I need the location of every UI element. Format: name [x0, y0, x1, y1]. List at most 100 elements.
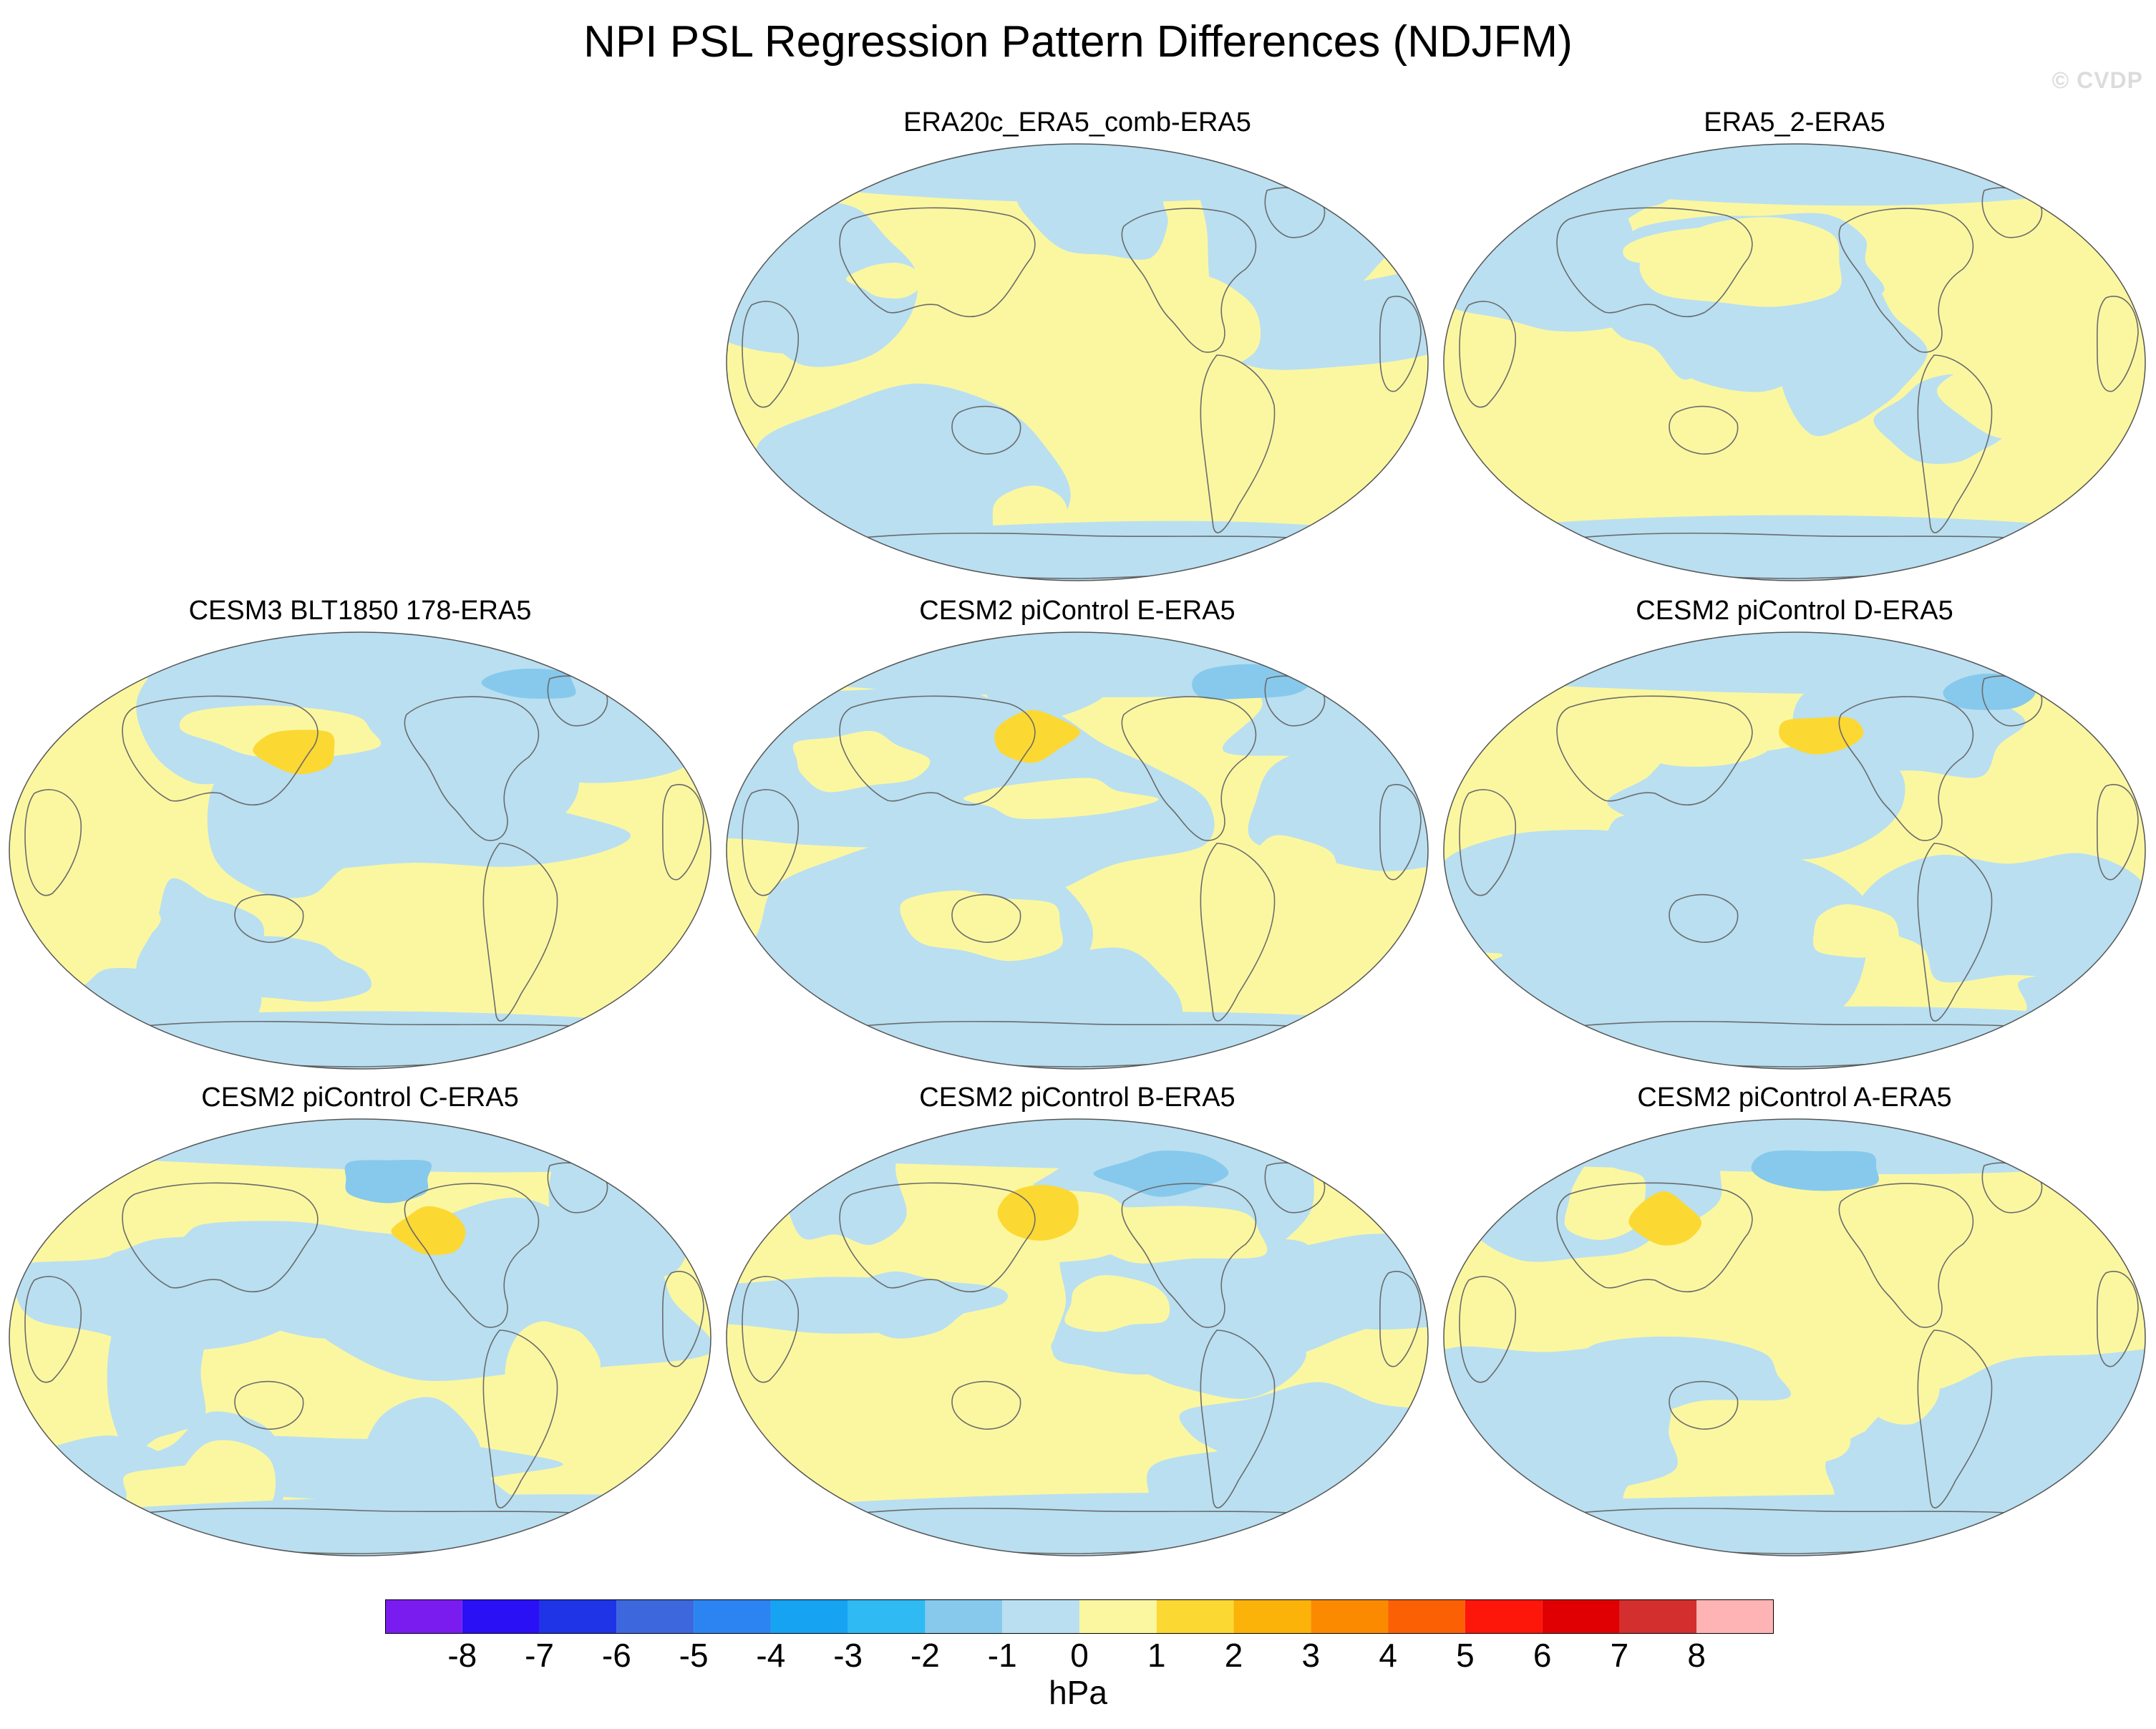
colorbar-box — [770, 1599, 848, 1634]
colorbar-tick-label: 1 — [1147, 1637, 1166, 1674]
colorbar-tick-labels: -8 -7 -6 -5 -4 -3 -2 -1 0 1 2 3 4 5 6 7 8 — [385, 1635, 1774, 1678]
positive-anomaly-region — [39, 722, 127, 842]
colorbar-box — [694, 1599, 771, 1634]
colorbar — [385, 1599, 1774, 1634]
colorbar-box — [462, 1599, 540, 1634]
panel-title: CESM2 piControl D-ERA5 — [1636, 596, 1953, 626]
positive-anomaly-region — [1761, 1188, 1881, 1296]
coastline — [1669, 893, 1739, 943]
coastline — [1459, 789, 1516, 896]
colorbar-tick-label: 2 — [1224, 1637, 1243, 1674]
colorbar-tick-label: -6 — [601, 1637, 631, 1674]
colorbar-tick-label: -2 — [910, 1637, 940, 1674]
negative-anomaly-region — [781, 1119, 907, 1245]
map-panel-cesm2-picontrol-a: CESM2 piControl A-ERA5 — [1440, 1081, 2149, 1564]
map-panel-cesm3-blt1850: CESM3 BLT1850 178-ERA5 — [6, 594, 714, 1077]
positive-anomaly-region — [1937, 342, 2145, 439]
map-svg — [9, 1118, 712, 1556]
map-panel-cesm2-picontrol-c: CESM2 piControl C-ERA5 — [6, 1081, 714, 1564]
colorbar-tick-label: -5 — [679, 1637, 709, 1674]
antarctic-anomaly-band — [9, 1011, 711, 1069]
strong-negative-anomaly — [481, 668, 576, 699]
colorbar-box — [1542, 1599, 1620, 1634]
coastline — [2096, 296, 2139, 392]
map-panel-cesm2-picontrol-e: CESM2 piControl E-ERA5 — [723, 594, 1432, 1077]
negative-anomaly-region — [1210, 270, 1428, 370]
colorbar-tick-label: -1 — [987, 1637, 1017, 1674]
map-svg — [1443, 631, 2146, 1070]
colorbar-box — [1465, 1599, 1543, 1634]
coastline — [1669, 1380, 1739, 1430]
map-panel-cesm2-picontrol-d: CESM2 piControl D-ERA5 — [1440, 594, 2149, 1077]
coastline — [1556, 695, 1753, 806]
map-border — [1443, 143, 2146, 581]
coastline — [404, 1183, 540, 1328]
map-border — [726, 143, 1429, 581]
positive-anomaly-region — [1064, 1274, 1170, 1332]
strong-positive-anomaly — [1779, 717, 1864, 755]
positive-anomaly-region — [1067, 275, 1261, 374]
negative-anomaly-region — [1248, 727, 1428, 871]
colorbar-box — [1233, 1599, 1311, 1634]
coastline — [1200, 354, 1276, 533]
coastline — [839, 695, 1036, 806]
page-title: NPI PSL Regression Pattern Differences (… — [583, 17, 1573, 67]
positive-anomaly-region — [900, 890, 1063, 962]
positive-anomaly-region — [792, 730, 931, 793]
positive-anomaly-region — [858, 1417, 1010, 1454]
panel-title: CESM3 BLT1850 178-ERA5 — [188, 596, 532, 626]
coastline — [1379, 784, 1422, 881]
colorbar-tick-label: 6 — [1533, 1637, 1552, 1674]
strong-positive-anomaly — [994, 709, 1080, 763]
map-svg — [726, 631, 1429, 1070]
colorbar-box — [848, 1599, 926, 1634]
negative-anomaly-region — [9, 1236, 326, 1352]
credit-watermark: © CVDP — [2051, 67, 2143, 93]
coastline — [742, 1276, 799, 1383]
strong-negative-anomaly — [1192, 664, 1310, 699]
coastline — [234, 893, 304, 943]
coastline — [742, 301, 799, 408]
colorbar-box — [1388, 1599, 1465, 1634]
positive-anomaly-region — [1813, 904, 1900, 958]
coastline — [951, 893, 1021, 943]
colorbar-tick-label: 5 — [1456, 1637, 1475, 1674]
negative-anomaly-region — [727, 1277, 1008, 1334]
colorbar-tick-label: 8 — [1687, 1637, 1706, 1674]
arctic-anomaly-band — [9, 632, 711, 689]
map-border — [1443, 1118, 2146, 1556]
coastline — [1121, 208, 1257, 353]
coastline — [1917, 843, 1993, 1022]
colorbar-box — [1696, 1599, 1774, 1634]
positive-anomaly-region — [1621, 701, 1772, 767]
map-svg — [726, 1118, 1429, 1556]
coastline — [661, 784, 704, 881]
coastline — [1556, 207, 1753, 318]
strong-positive-anomaly — [253, 730, 335, 775]
coastline — [1121, 1183, 1257, 1328]
map-panel-cesm2-picontrol-b: CESM2 piControl B-ERA5 — [723, 1081, 1432, 1564]
panel-title: ERA5_2-ERA5 — [1704, 107, 1885, 137]
map-border — [726, 1118, 1429, 1556]
coastline — [122, 1182, 319, 1293]
positive-anomaly-region — [1242, 835, 1337, 933]
colorbar-tick-label: -4 — [756, 1637, 786, 1674]
coastline — [2096, 784, 2139, 881]
coastline — [1459, 301, 1516, 408]
coastline — [951, 1380, 1021, 1430]
colorbar-box — [1311, 1599, 1389, 1634]
map-svg — [9, 631, 712, 1070]
positive-anomaly-region — [1112, 421, 1269, 506]
strong-positive-anomaly — [1628, 1191, 1702, 1246]
panel-title: CESM2 piControl A-ERA5 — [1637, 1083, 1952, 1113]
coastline — [1917, 1330, 1993, 1508]
map-border — [9, 631, 712, 1070]
antarctic-anomaly-band — [727, 1492, 1428, 1556]
coastline — [839, 1182, 1036, 1293]
antarctic-anomaly-band — [727, 1011, 1428, 1069]
antarctic-anomaly-band — [1444, 1494, 2145, 1556]
coastline — [1556, 1182, 1753, 1293]
strong-negative-anomaly — [1751, 1150, 1879, 1191]
negative-anomaly-region — [1856, 853, 2145, 983]
map-border — [9, 1118, 712, 1556]
